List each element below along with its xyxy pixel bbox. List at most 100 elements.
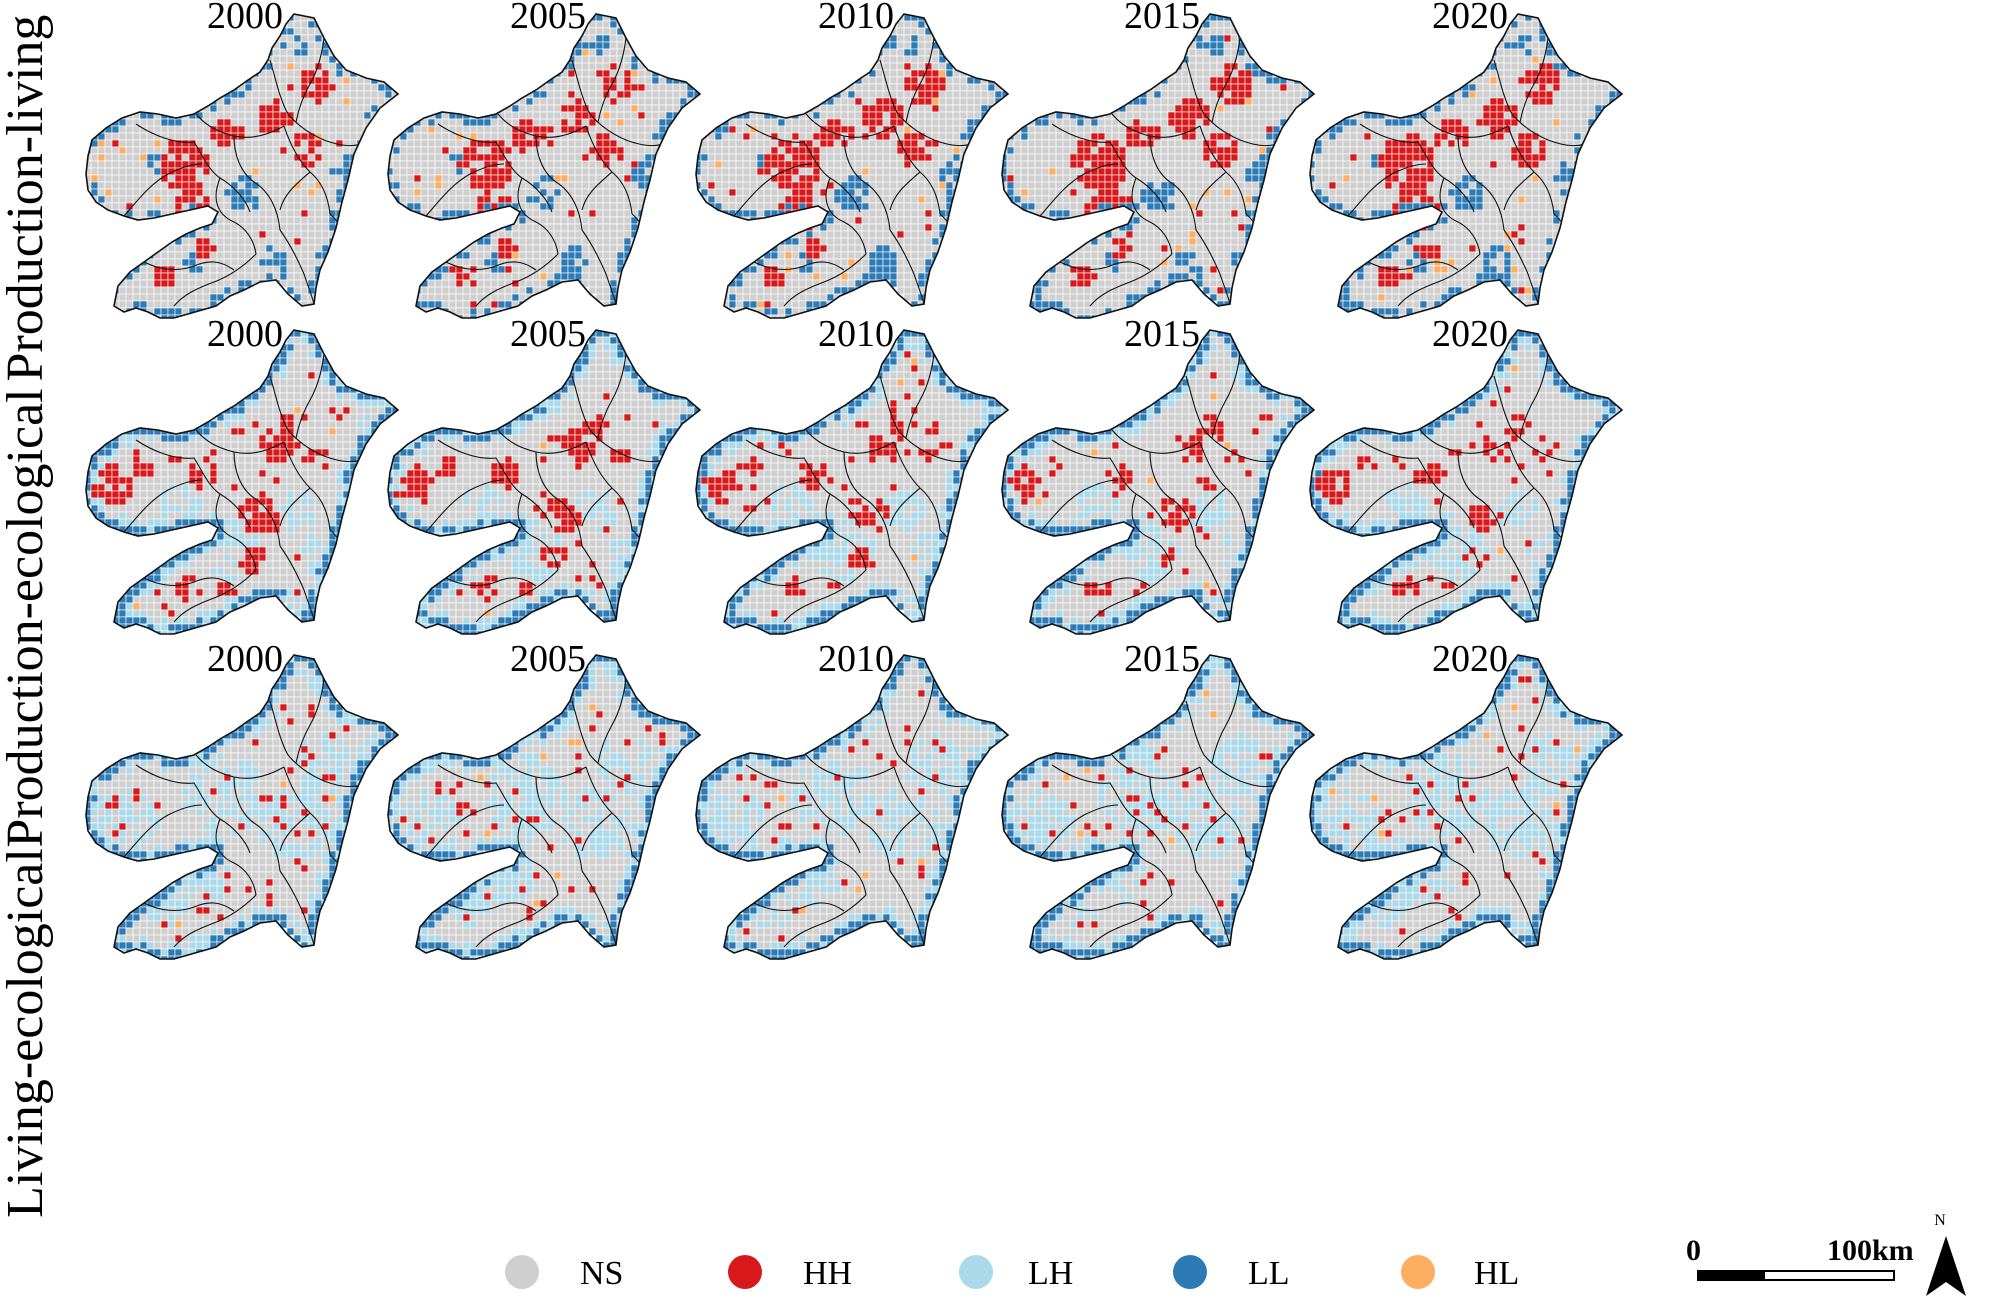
grid-cell-ns bbox=[1468, 97, 1477, 106]
grid-cell-ns bbox=[861, 146, 870, 155]
grid-cell-ns bbox=[784, 118, 793, 127]
grid-cell-hh bbox=[1377, 153, 1386, 162]
grid-cell-ll bbox=[181, 258, 190, 267]
grid-cell-ns bbox=[1237, 132, 1246, 141]
grid-cell-ns bbox=[1160, 160, 1169, 169]
grid-cell-hh bbox=[805, 251, 814, 260]
grid-cell-ll bbox=[700, 153, 709, 162]
grid-cell-ns bbox=[1251, 97, 1260, 106]
grid-cell-ns bbox=[931, 111, 940, 120]
grid-cell-ns bbox=[195, 300, 204, 309]
grid-cell-ns bbox=[903, 244, 912, 253]
grid-cell-ll bbox=[966, 125, 975, 134]
grid-cell-ns bbox=[868, 237, 877, 246]
grid-cell-ns bbox=[300, 104, 309, 113]
grid-cell-ns bbox=[504, 272, 513, 281]
grid-cell-ns bbox=[728, 181, 737, 190]
grid-cell-ll bbox=[910, 34, 919, 43]
grid-cell-ns bbox=[616, 111, 625, 120]
grid-cell-ll bbox=[237, 90, 246, 99]
county-boundary bbox=[825, 177, 867, 255]
grid-cell-ns bbox=[321, 118, 330, 127]
grid-cell-ns bbox=[896, 83, 905, 92]
grid-cell-ll bbox=[1258, 153, 1267, 162]
grid-cell-ns bbox=[230, 174, 239, 183]
grid-cell-ll bbox=[1482, 55, 1491, 64]
grid-cell-hh bbox=[1076, 272, 1085, 281]
grid-cell-ns bbox=[272, 237, 281, 246]
grid-cell-ns bbox=[1174, 76, 1183, 85]
grid-cell-ns bbox=[118, 139, 127, 148]
grid-cell-ns bbox=[511, 230, 520, 239]
grid-cell-ns bbox=[1531, 146, 1540, 155]
grid-cell-ns bbox=[349, 83, 358, 92]
grid-cell-ns bbox=[595, 62, 604, 71]
grid-cell-ns bbox=[497, 293, 506, 302]
grid-cell-ns bbox=[896, 27, 905, 36]
grid-cell-ns bbox=[504, 97, 513, 106]
grid-cell-ns bbox=[1405, 125, 1414, 134]
grid-cell-ns bbox=[553, 223, 562, 232]
grid-cell-ns bbox=[525, 223, 534, 232]
grid-cell-ns bbox=[721, 174, 730, 183]
grid-cell-ll bbox=[223, 97, 232, 106]
grid-cell-ns bbox=[889, 209, 898, 218]
grid-cell-ll bbox=[574, 272, 583, 281]
grid-cell-ns bbox=[462, 300, 471, 309]
grid-cell-ns bbox=[413, 167, 422, 176]
grid-cell-ll bbox=[1076, 118, 1085, 127]
grid-cell-ns bbox=[1573, 111, 1582, 120]
grid-cell-ll bbox=[805, 230, 814, 239]
grid-cell-ns bbox=[1202, 125, 1211, 134]
grid-cell-hh bbox=[1202, 104, 1211, 113]
grid-cell-ns bbox=[279, 69, 288, 78]
grid-cell-ns bbox=[427, 293, 436, 302]
grid-cell-ns bbox=[749, 174, 758, 183]
grid-cell-hh bbox=[826, 139, 835, 148]
grid-cell-hh bbox=[574, 104, 583, 113]
grid-cell-ll bbox=[840, 188, 849, 197]
grid-cell-ns bbox=[931, 223, 940, 232]
grid-cell-hh bbox=[1482, 104, 1491, 113]
grid-cell-ns bbox=[1118, 272, 1127, 281]
grid-cell-ns bbox=[1419, 132, 1428, 141]
grid-cell-ns bbox=[258, 174, 267, 183]
grid-cell-ns bbox=[202, 188, 211, 197]
grid-cell-ns bbox=[139, 118, 148, 127]
grid-cell-ns bbox=[602, 223, 611, 232]
grid-cell-ll bbox=[560, 55, 569, 64]
grid-cell-ns bbox=[679, 83, 688, 92]
grid-cell-ns bbox=[511, 153, 520, 162]
grid-cell-ns bbox=[1433, 146, 1442, 155]
grid-cell-ns bbox=[97, 160, 106, 169]
grid-cell-ns bbox=[931, 125, 940, 134]
county-boundary bbox=[143, 261, 235, 271]
grid-cell-hh bbox=[153, 279, 162, 288]
grid-cell-ll bbox=[490, 251, 499, 260]
grid-cell-hh bbox=[595, 139, 604, 148]
grid-cell-ll bbox=[616, 293, 625, 302]
grid-cell-ns bbox=[202, 97, 211, 106]
grid-cell-hh bbox=[1097, 174, 1106, 183]
grid-cell-ll bbox=[595, 41, 604, 50]
grid-cell-ns bbox=[623, 167, 632, 176]
grid-cell-hh bbox=[1265, 125, 1274, 134]
grid-cell-hh bbox=[609, 62, 618, 71]
grid-cell-ll bbox=[1195, 41, 1204, 50]
grid-cell-hh bbox=[1104, 188, 1113, 197]
grid-cell-ns bbox=[321, 174, 330, 183]
grid-cell-ll bbox=[1097, 202, 1106, 211]
grid-cell-hh bbox=[497, 195, 506, 204]
grid-cell-hh bbox=[195, 251, 204, 260]
grid-cell-hh bbox=[1216, 153, 1225, 162]
grid-cell-hh bbox=[469, 279, 478, 288]
grid-cell-ns bbox=[1125, 118, 1134, 127]
grid-cell-ns bbox=[1167, 195, 1176, 204]
grid-cell-ns bbox=[1244, 160, 1253, 169]
grid-cell-ns bbox=[1573, 104, 1582, 113]
grid-cell-hh bbox=[1181, 118, 1190, 127]
grid-cell-ns bbox=[833, 223, 842, 232]
grid-cell-ns bbox=[917, 251, 926, 260]
grid-cell-ns bbox=[286, 230, 295, 239]
grid-cell-ns bbox=[637, 118, 646, 127]
